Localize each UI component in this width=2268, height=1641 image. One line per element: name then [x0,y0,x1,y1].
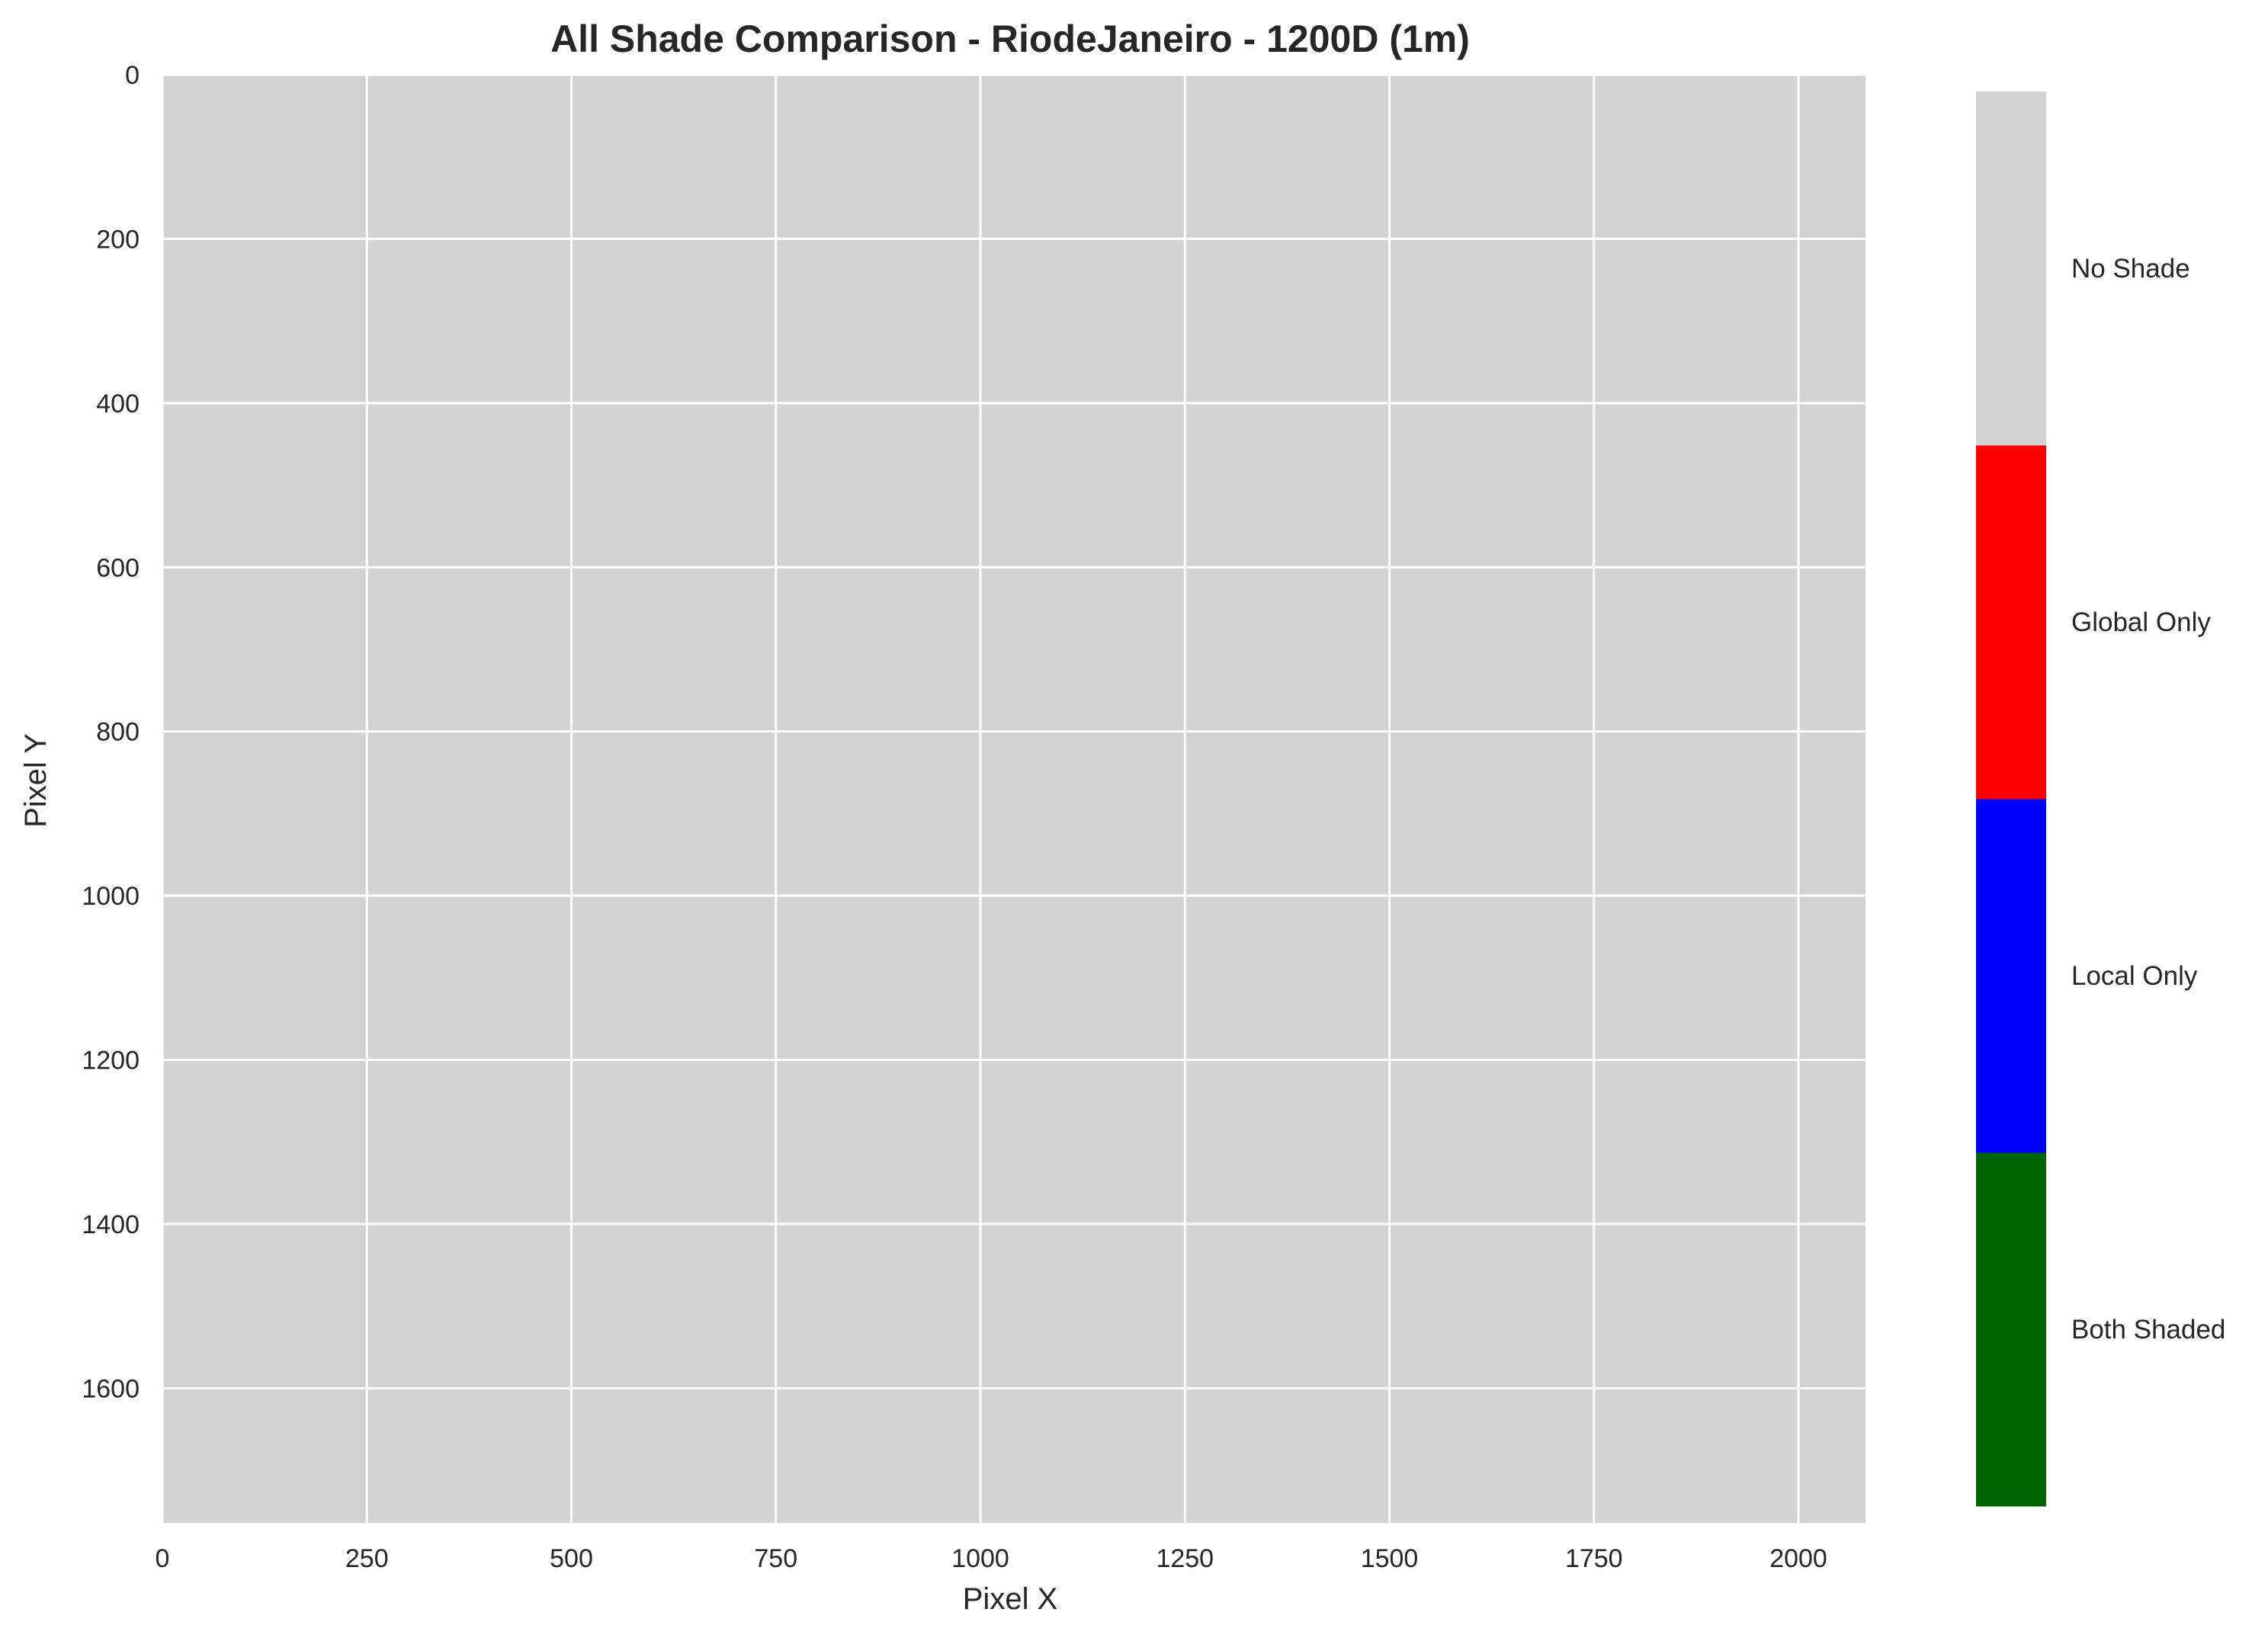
y-tick-label: 0 [125,61,140,90]
x-tick-label: 1500 [1361,1544,1419,1573]
x-tick-label: 1750 [1565,1544,1623,1573]
chart-title: All Shade Comparison - RiodeJaneiro - 12… [550,18,1470,60]
plot-area [161,73,1865,1523]
colorbar-segment-no-shade [1976,91,2046,446]
x-axis-label: Pixel X [963,1582,1058,1616]
colorbar-label: Local Only [2071,961,2198,991]
y-tick-label: 200 [96,225,140,254]
y-axis: 0 200 400 600 800 1000 1200 1400 1600 [82,61,140,1403]
colorbar-label: Both Shaded [2071,1315,2225,1345]
x-axis: 0 250 500 750 1000 1250 1500 1750 2000 [156,1544,1827,1573]
x-tick-label: 250 [345,1544,389,1573]
x-tick-label: 0 [156,1544,170,1573]
colorbar-segment-local-only [1976,799,2046,1153]
y-tick-label: 600 [96,553,140,582]
y-tick-label: 800 [96,718,140,747]
colorbar-label: Global Only [2071,607,2211,637]
y-tick-label: 1400 [82,1210,140,1239]
colorbar-segment-both-shaded [1976,1152,2046,1507]
x-tick-label: 1000 [951,1544,1009,1573]
colorbar-label: No Shade [2071,254,2190,284]
y-tick-label: 1000 [82,882,140,911]
colorbar-segment-global-only [1976,445,2046,800]
y-tick-label: 1600 [82,1374,140,1403]
x-tick-label: 500 [550,1544,593,1573]
x-tick-label: 1250 [1156,1544,1214,1573]
y-axis-label: Pixel Y [19,733,53,828]
x-tick-label: 750 [754,1544,797,1573]
y-tick-label: 400 [96,389,140,418]
x-tick-label: 2000 [1769,1544,1827,1573]
y-tick-label: 1200 [82,1046,140,1075]
heatmap-cells [162,75,1865,1523]
colorbar: Both Shaded Local Only Global Only No Shade [1976,91,2225,1507]
